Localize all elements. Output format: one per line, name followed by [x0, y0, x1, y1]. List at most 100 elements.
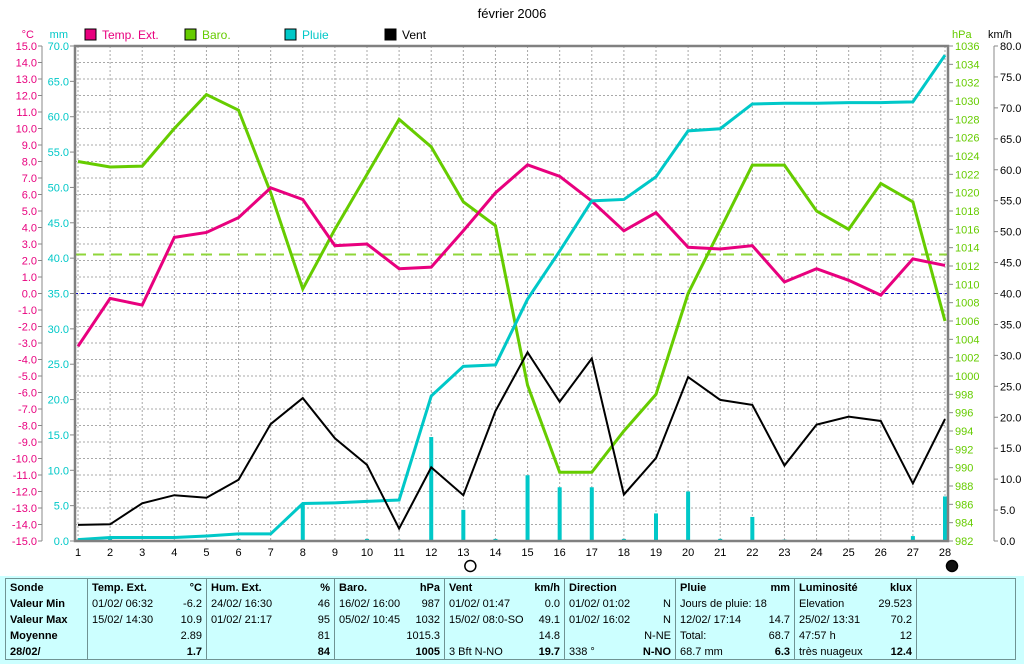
tick-label: -3.0 [18, 338, 37, 350]
tick-label: 1030 [955, 96, 979, 108]
day-label: 16 [554, 547, 566, 559]
axis-rain: 70.0 65.0 60.0 55.0 50.0 45.0 40.0 35.0 30.0 25.0… [48, 29, 75, 548]
stat-row-0-label: Jours de pluie: 18 [680, 598, 767, 610]
stat-row-3: 338 ° N-NO [569, 644, 671, 660]
stat-row-0: 01/02/ 06:32 -6.2 [92, 596, 202, 612]
stat-row-1-value: 49.1 [538, 614, 560, 626]
tick-label: 1024 [955, 151, 979, 163]
stat-row-2: 14.8 [449, 628, 560, 644]
tick-label: 1016 [955, 224, 979, 236]
axis-temp: 15.0 14.0 13.0 12.0 11.0 10.0 9.0 8.0 7.0 6.0 5.0 4… [12, 29, 43, 548]
tick-label: 3.0 [22, 239, 37, 251]
tick-label: 5.0 [1000, 505, 1015, 517]
stat-row-0-value: -6.2 [183, 598, 202, 610]
col-hum-ext-: Hum. Ext.% 24/02/ 16:30 46 01/02/ 21:17 95 81… [207, 579, 335, 659]
stat-row-0-label: 16/02/ 16:00 [339, 598, 401, 610]
tick-label: 0.0 [1000, 536, 1015, 548]
tick-label: 10.0 [48, 465, 69, 477]
col-vent: Vent km/h 01/02/ 01:47 0.0 15/02/ 08:0-SO 49.… [445, 579, 565, 659]
day-label: 6 [235, 547, 241, 559]
stat-row-1-value: 1032 [415, 614, 440, 626]
tick-label: -8.0 [18, 421, 37, 433]
axis-rain-title: mm [50, 29, 68, 41]
axis-wind-title: km/h [988, 29, 1012, 41]
stats-table: Sonde Valeur Min Valeur Max Moyenne 28/02/Te… [5, 578, 1016, 660]
tick-label: 13.0 [16, 74, 37, 86]
tick-label: 50.0 [48, 182, 69, 194]
tick-label: 994 [955, 426, 973, 438]
tick-label: 70.0 [48, 41, 69, 53]
tick-label: 1006 [955, 316, 979, 328]
tick-label: 1028 [955, 114, 979, 126]
tick-label: 14.0 [16, 58, 37, 70]
tick-label: 75.0 [1000, 72, 1021, 84]
col-header-value: % [320, 582, 330, 594]
tick-label: 50.0 [1000, 227, 1021, 239]
tick-label: 998 [955, 389, 973, 401]
stat-row-2-value: 68.7 [768, 630, 790, 642]
tick-label: 10.0 [16, 124, 37, 136]
stat-row-1-label: 15/02/ 14:30 [92, 614, 154, 626]
stat-row-1-label: 25/02/ 13:31 [799, 614, 861, 626]
tick-label: 40.0 [1000, 289, 1021, 301]
stat-row-0-label: 01/02/ 06:32 [92, 598, 154, 610]
tick-label: 80.0 [1000, 41, 1021, 53]
full-moon-icon [464, 559, 477, 573]
tick-label: -4.0 [18, 355, 37, 367]
tick-label: 4.0 [22, 223, 37, 235]
row-label-4: 28/02/ [10, 644, 83, 660]
tick-label: -6.0 [18, 388, 37, 400]
day-label: 2 [107, 547, 113, 559]
tick-label: -10.0 [12, 454, 37, 466]
col-header-label: Hum. Ext. [211, 582, 262, 594]
tick-label: 1008 [955, 298, 979, 310]
legend-swatch-baro- [184, 28, 197, 41]
tick-label: 1032 [955, 78, 979, 90]
stat-row-2-value: 14.8 [538, 630, 560, 642]
stat-row-3-value: 1.7 [186, 646, 202, 658]
tick-label: 1036 [955, 41, 979, 53]
stat-row-0-value: N [663, 598, 671, 610]
tick-label: 35.0 [1000, 319, 1021, 331]
stat-row-2-value: 2.89 [180, 630, 202, 642]
tick-label: 984 [955, 518, 973, 530]
stat-row-0: Jours de pluie: 18 [680, 596, 790, 612]
stat-row-3-label: 3 Bft N-NO [449, 646, 503, 658]
stat-row-0-label: Elevation [799, 598, 845, 610]
tick-label: 65.0 [48, 76, 69, 88]
col-baro-: Baro. hPa 16/02/ 16:00 987 05/02/ 10:45 1032 1… [335, 579, 445, 659]
row-label-2-label: Valeur Max [10, 614, 68, 626]
tick-label: 990 [955, 463, 973, 475]
tick-label: 1000 [955, 371, 979, 383]
stat-row-1: 01/02/ 21:17 95 [211, 612, 330, 628]
day-label: 15 [521, 547, 533, 559]
stat-row-0: 01/02/ 01:02 N [569, 596, 671, 612]
stat-row-1-value: 14.7 [768, 614, 790, 626]
tick-label: 1014 [955, 243, 979, 255]
tick-label: 992 [955, 444, 973, 456]
tick-label: 15.0 [16, 41, 37, 53]
day-label: 26 [875, 547, 887, 559]
stat-row-3-value: 6.3 [774, 646, 790, 658]
tick-label: 982 [955, 536, 973, 548]
weather-chart: 15.014.013.012.011.010.09.08.07.06.05.04… [12, 28, 1021, 573]
col-header-label: Pluie [680, 582, 707, 594]
day-label: 23 [778, 547, 790, 559]
tick-label: 1.0 [22, 272, 37, 284]
day-label: 25 [843, 547, 855, 559]
stat-row-1-value: 70.2 [890, 614, 912, 626]
tick-label: -13.0 [12, 503, 37, 515]
stat-row-2: 1015.3 [339, 628, 440, 644]
row-label-1: Valeur Min [10, 596, 83, 612]
tick-label: 1012 [955, 261, 979, 273]
tick-label: 15.0 [1000, 443, 1021, 455]
stat-row-3: très nuageux 12.4 [799, 644, 912, 660]
tick-label: 0.0 [54, 536, 69, 548]
day-label: 20 [682, 547, 694, 559]
row-label-4-label: 28/02/ [10, 646, 41, 658]
stat-row-3: 1.7 [92, 644, 202, 660]
col-header: Temp. Ext. °C [92, 580, 202, 596]
tick-label: 1026 [955, 133, 979, 145]
col-header-value: klux [889, 582, 912, 594]
wind-line [77, 350, 946, 531]
